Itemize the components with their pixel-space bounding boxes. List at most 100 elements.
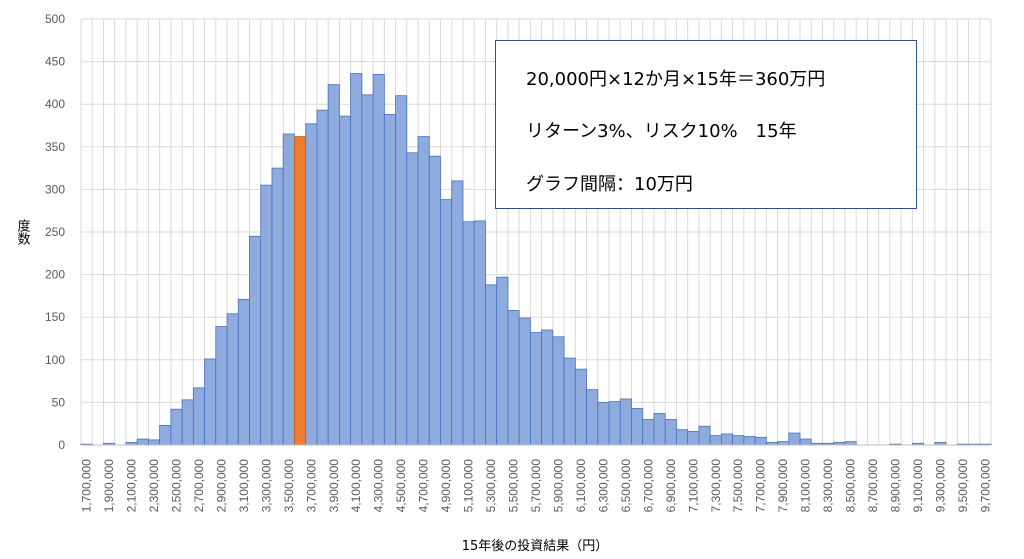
bar: [608, 401, 621, 446]
bar: [282, 133, 295, 446]
bar: [687, 430, 700, 446]
annotation-line-2: リターン3%、リスク10% 15年: [526, 121, 797, 142]
x-tick-label: 3,700,000: [304, 459, 318, 513]
y-tick-label: 350: [45, 140, 65, 154]
bar: [698, 425, 711, 446]
bar: [462, 221, 475, 446]
bar: [159, 425, 172, 446]
bar: [642, 419, 655, 446]
bar: [237, 298, 250, 446]
bar: [552, 336, 565, 446]
bar: [181, 399, 194, 446]
y-tick-label: 500: [45, 12, 65, 26]
bar: [148, 439, 161, 446]
annotation-box: 20,000円×12か月×15年＝360万円 リターン3%、リスク10% 15年…: [495, 40, 917, 209]
bar: [720, 433, 734, 446]
y-tick-label: 150: [45, 310, 65, 324]
x-tick-label: 2,500,000: [169, 459, 183, 513]
y-tick-label: 100: [45, 353, 65, 367]
bar: [327, 84, 340, 446]
bar: [271, 167, 284, 446]
x-tick-label: 8,300,000: [821, 459, 835, 513]
x-tick-label: 4,100,000: [349, 459, 363, 513]
bar: [305, 123, 318, 446]
x-tick-label: 2,900,000: [214, 459, 228, 513]
x-tick-label: 8,700,000: [866, 459, 880, 513]
x-tick-label: 5,900,000: [551, 459, 565, 513]
bar: [361, 94, 374, 446]
y-axis-title: 度数: [15, 218, 31, 245]
x-tick-label: 9,300,000: [933, 459, 947, 513]
bar: [664, 419, 677, 446]
bar: [541, 329, 554, 446]
bar: [799, 438, 812, 446]
bar: [136, 438, 149, 446]
y-tick-label: 300: [45, 182, 65, 196]
bar: [226, 313, 239, 446]
x-tick-label: 8,900,000: [889, 459, 903, 513]
bar: [529, 332, 543, 446]
annotation-line-1: 20,000円×12か月×15年＝360万円: [526, 69, 826, 90]
bar: [507, 309, 520, 446]
x-tick-label: 9,100,000: [911, 459, 925, 513]
bar: [574, 368, 587, 446]
bar: [743, 436, 756, 446]
x-tick-label: 5,100,000: [462, 459, 476, 513]
bar: [518, 317, 531, 446]
x-tick-label: 3,500,000: [282, 459, 296, 513]
x-tick-label: 6,700,000: [641, 459, 655, 513]
bar: [170, 408, 183, 446]
bar: [260, 184, 273, 446]
bar: [732, 435, 745, 446]
y-tick-label: 0: [58, 438, 65, 452]
x-tick-label: 7,900,000: [776, 459, 790, 513]
bar: [316, 109, 329, 446]
x-tick-label: 8,100,000: [799, 459, 813, 513]
highlighted-bar: [294, 136, 307, 446]
x-tick-label: 3,300,000: [259, 459, 273, 513]
annotation-line-3: グラフ間隔：10万円: [526, 174, 693, 195]
x-tick-labels: 1,700,000 1,900,000 2,100,000 2,300,000 2,50…: [80, 459, 993, 513]
x-tick-label: 7,700,000: [754, 459, 768, 513]
x-tick-label: 5,500,000: [507, 459, 521, 513]
bar: [215, 326, 228, 446]
bar: [204, 358, 217, 446]
x-tick-label: 2,700,000: [192, 459, 206, 513]
x-tick-label: 5,300,000: [484, 459, 498, 513]
x-tick-label: 7,300,000: [709, 459, 723, 513]
bar: [473, 220, 486, 446]
bar: [777, 441, 790, 446]
y-tick-label: 50: [52, 395, 66, 409]
bar: [372, 73, 385, 446]
x-tick-label: 9,700,000: [978, 459, 992, 513]
bar: [754, 436, 767, 446]
y-tick-label: 200: [45, 268, 65, 282]
bar: [249, 235, 262, 446]
bar: [440, 199, 453, 446]
bar: [417, 136, 430, 446]
x-tick-label: 4,300,000: [372, 459, 386, 513]
x-tick-label: 6,900,000: [664, 459, 678, 513]
x-tick-label: 6,500,000: [619, 459, 633, 513]
x-tick-label: 6,100,000: [574, 459, 588, 513]
x-tick-label: 9,500,000: [956, 459, 970, 513]
bar: [338, 115, 352, 446]
x-tick-label: 1,700,000: [80, 459, 94, 513]
bar: [844, 441, 857, 446]
bar: [451, 180, 464, 446]
bar: [653, 413, 666, 446]
x-tick-label: 7,100,000: [686, 459, 700, 513]
bar: [406, 152, 419, 446]
bar: [350, 73, 363, 446]
bar: [619, 398, 632, 446]
y-tick-label: 450: [45, 55, 65, 69]
y-tick-labels: 0 50 100 150 200 250 300 350 400 450 500: [45, 12, 65, 452]
x-tick-label: 3,900,000: [327, 459, 341, 513]
x-tick-label: 4,500,000: [394, 459, 408, 513]
bar: [709, 435, 722, 446]
bar: [496, 276, 509, 446]
y-tick-label: 250: [45, 225, 65, 239]
bar: [586, 389, 599, 446]
bar: [597, 401, 610, 446]
